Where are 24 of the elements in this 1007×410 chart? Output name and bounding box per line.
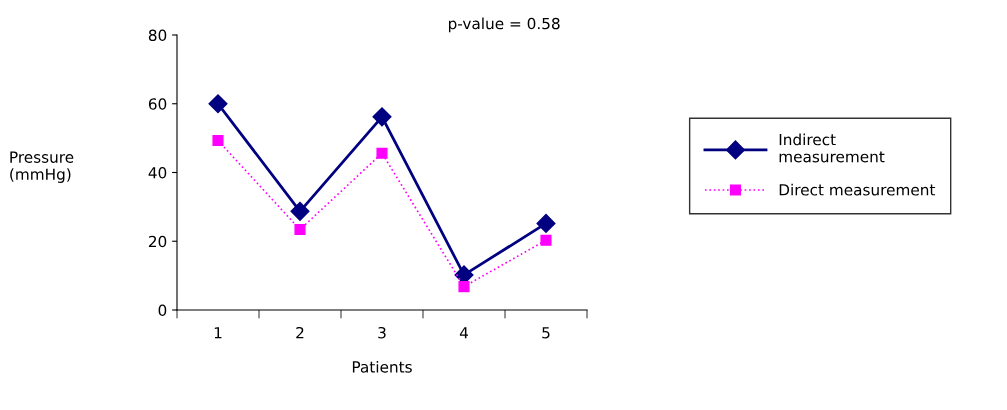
- point: [290, 201, 310, 221]
- legend-label: Direct measurement: [779, 183, 936, 196]
- x-tick-label: 1: [214, 327, 222, 339]
- x-tick-label: 4: [459, 327, 468, 339]
- point: [372, 107, 392, 127]
- y-tick-label: 60: [148, 98, 167, 110]
- y-tick-label: 40: [148, 166, 167, 179]
- y-tick-label: 80: [148, 29, 167, 42]
- y-tick-label: 0: [158, 304, 167, 317]
- point: [208, 94, 228, 114]
- point: [458, 281, 470, 293]
- point: [212, 134, 224, 147]
- text: p-value = 0.58: [448, 17, 560, 33]
- point: [540, 234, 552, 246]
- x-tick-label: 2: [296, 326, 304, 339]
- y-tick-label: 20: [148, 235, 167, 248]
- point: [294, 224, 306, 236]
- x-axis-title: Patients: [352, 360, 412, 373]
- legend-label: Indirect measurement: [779, 133, 885, 163]
- point: [376, 147, 388, 159]
- x-tick-label: 5: [542, 327, 550, 339]
- y-axis-title: Pressure (mmHg): [10, 151, 74, 183]
- point: [536, 213, 556, 233]
- x-tick-label: 3: [378, 326, 386, 339]
